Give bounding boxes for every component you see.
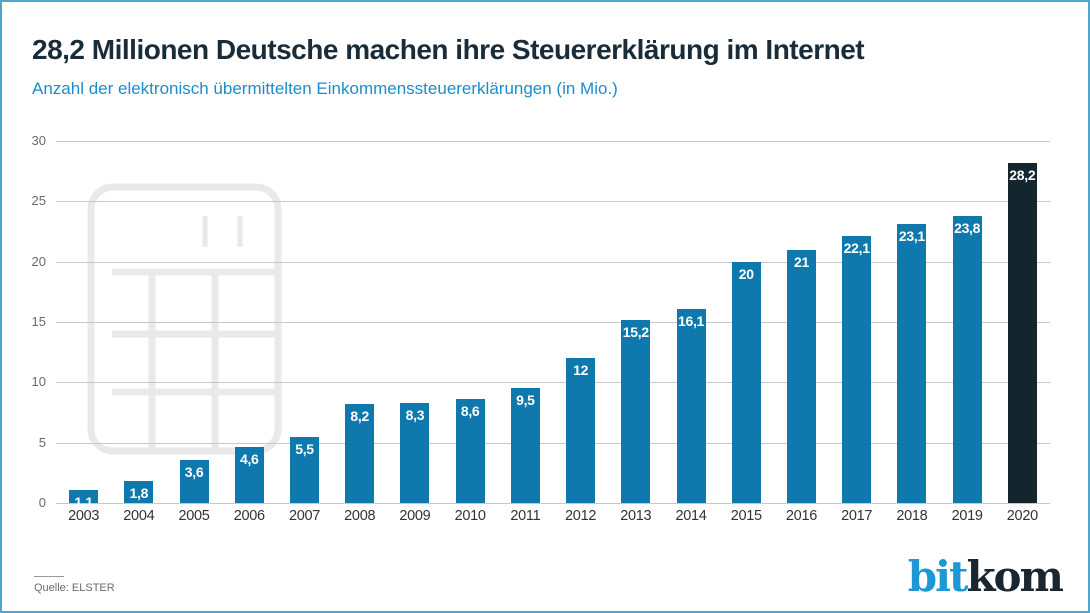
bar-slot-2012: 12 [553, 122, 608, 503]
bar-2009: 8,3 [400, 403, 430, 503]
bar-value-label-2013: 15,2 [622, 324, 649, 340]
bar-slot-2015: 20 [719, 122, 774, 503]
bar-value-label-2011: 9,5 [516, 392, 535, 408]
gridline-30 [56, 141, 1050, 142]
bar-value-label-2009: 8,3 [405, 407, 425, 423]
x-axis-label-2008: 2008 [344, 508, 376, 524]
x-axis-label-2014: 2014 [675, 508, 707, 524]
bar-value-label-2017: 22,1 [843, 240, 870, 256]
bar-value-label-2004: 1,8 [129, 485, 149, 501]
bar-value-label-2012: 12 [573, 362, 589, 378]
x-axis-label-2016: 2016 [785, 508, 817, 524]
bar-2006: 4,6 [234, 447, 264, 503]
y-axis-tick-label: 15 [31, 314, 46, 329]
y-axis-tick-label: 0 [38, 495, 46, 510]
bar-slot-2017: 22,1 [829, 122, 884, 503]
gridline-25 [56, 201, 1050, 202]
bar-slot-2004: 1,8 [111, 122, 166, 503]
bar-2010: 8,6 [455, 399, 485, 503]
bar-slot-2020: 28,2 [995, 122, 1050, 503]
bar-slot-2014: 16,1 [663, 122, 718, 503]
y-axis-tick-label: 20 [31, 254, 46, 269]
x-axis-label-2003: 2003 [68, 508, 100, 524]
bar-slot-2006: 4,6 [222, 122, 277, 503]
bar-2020: 28,2 [1007, 163, 1037, 503]
bar-2003: 1,1 [69, 490, 99, 510]
gridline-5 [56, 443, 1050, 444]
x-axis-label-2006: 2006 [233, 508, 265, 524]
bar-slot-2010: 8,6 [443, 122, 498, 503]
y-axis-tick-label: 30 [31, 133, 46, 148]
source-divider [34, 576, 64, 577]
bar-2018: 23,1 [897, 224, 927, 503]
x-axis-label-2015: 2015 [730, 508, 762, 524]
source-note: Quelle: ELSTER [34, 582, 115, 594]
bar-value-label-2016: 21 [793, 254, 809, 270]
x-axis-label-2019: 2019 [951, 508, 983, 524]
bar-2007: 5,5 [289, 437, 319, 503]
bar-value-label-2015: 20 [738, 266, 754, 282]
bar-2011: 9,5 [510, 388, 540, 503]
x-axis: 2003 2004 2005 2006 2007 2008 2009 2010 2011 2012… [56, 508, 1050, 524]
gridline-15 [56, 322, 1050, 323]
calculator-watermark-icon [87, 183, 282, 455]
bar-value-label-2005: 3,6 [184, 464, 204, 480]
x-axis-label-2020: 2020 [1006, 508, 1038, 524]
bar-2013: 15,2 [621, 320, 651, 503]
bar-series: 1,1 1,8 3,6 4,6 5,5 8,2 8,3 8,6 9,5 12 15,2 16,1 20 2… [56, 122, 1050, 510]
x-axis-label-2004: 2004 [123, 508, 155, 524]
y-axis-tick-label: 25 [31, 193, 46, 208]
x-axis-label-2007: 2007 [288, 508, 321, 524]
x-axis-label-2005: 2005 [178, 508, 210, 524]
bar-slot-2011: 9,5 [498, 122, 553, 503]
bar-slot-2003: 1,1 [56, 122, 111, 510]
bitkom-logo-bit: bit [907, 552, 969, 601]
bar-slot-2007: 5,5 [277, 122, 332, 503]
bar-2015: 20 [731, 262, 761, 503]
bar-slot-2009: 8,3 [387, 122, 442, 503]
bar-slot-2019: 23,8 [940, 122, 995, 503]
bar-slot-2018: 23,1 [884, 122, 939, 503]
bar-2019: 23,8 [952, 216, 982, 503]
bar-2014: 16,1 [676, 309, 706, 503]
bar-2016: 21 [786, 250, 816, 503]
x-axis-label-2011: 2011 [510, 508, 541, 524]
bitkom-logo: bitkom [907, 552, 1064, 601]
x-axis-label-2018: 2018 [896, 508, 928, 524]
x-axis-label-2017: 2017 [841, 508, 873, 524]
bar-slot-2008: 8,2 [332, 122, 387, 503]
gridline-0 [56, 503, 1050, 504]
x-axis-label-2009: 2009 [399, 508, 431, 524]
bar-value-label-2008: 8,2 [350, 408, 369, 424]
bar-value-label-2007: 5,5 [295, 441, 314, 457]
y-axis-tick-label: 5 [38, 435, 46, 450]
x-axis-label-2013: 2013 [620, 508, 652, 524]
x-axis-label-2012: 2012 [565, 508, 597, 524]
bar-2005: 3,6 [179, 460, 209, 503]
bar-value-label-2018: 23,1 [898, 228, 925, 244]
bar-2004: 1,8 [124, 481, 154, 503]
x-axis-label-2010: 2010 [454, 508, 486, 524]
y-axis-tick-label: 10 [31, 374, 46, 389]
bar-value-label-2003: 1,1 [74, 494, 93, 510]
gridline-20 [56, 262, 1050, 263]
bar-value-label-2014: 16,1 [677, 313, 705, 329]
page-subtitle: Anzahl der elektronisch übermittelten Ei… [32, 79, 618, 98]
bar-slot-2013: 15,2 [608, 122, 663, 503]
bar-2017: 22,1 [842, 236, 872, 503]
bar-2012: 12 [566, 358, 596, 503]
bar-value-label-2020: 28,2 [1009, 167, 1036, 183]
bar-value-label-2010: 8,6 [460, 403, 480, 419]
bar-2008: 8,2 [345, 404, 375, 503]
page-title: 28,2 Millionen Deutsche machen ihre Steu… [32, 34, 865, 65]
bar-value-label-2006: 4,6 [239, 451, 259, 467]
gridline-10 [56, 382, 1050, 383]
bar-value-label-2019: 23,8 [954, 220, 981, 236]
bitkom-logo-kom: kom [966, 552, 1064, 601]
bar-slot-2016: 21 [774, 122, 829, 503]
bar-slot-2005: 3,6 [166, 122, 221, 503]
